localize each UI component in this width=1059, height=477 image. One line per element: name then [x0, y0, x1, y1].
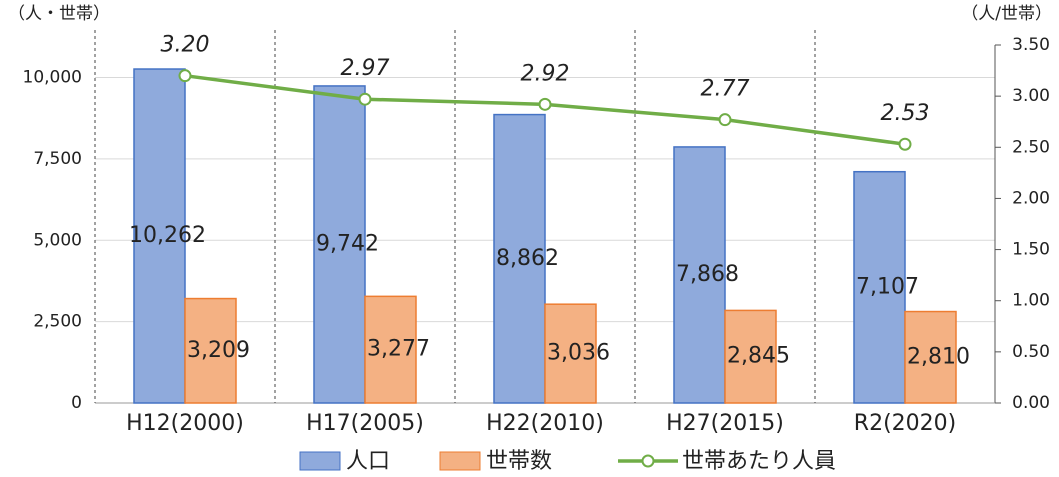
- line-value-label: 2.77: [701, 77, 750, 102]
- legend-swatch: [299, 451, 341, 471]
- bar-value-label: 3,036: [547, 341, 610, 366]
- y2-tick-label: 3.50: [1012, 35, 1050, 55]
- x-tick-label: H12(2000): [126, 411, 244, 436]
- line-marker: [718, 113, 732, 127]
- bar: [673, 146, 726, 404]
- bar-value-label: 7,868: [676, 262, 739, 287]
- bar: [724, 309, 777, 404]
- bar: [853, 170, 906, 404]
- line-value-label: 2.53: [881, 101, 930, 126]
- bar-value-label: 2,845: [727, 344, 790, 369]
- bar-value-label: 8,862: [496, 246, 559, 271]
- y-tick-label: 5,000: [33, 230, 82, 250]
- bar: [133, 68, 186, 404]
- line-marker: [178, 69, 192, 83]
- line-value-label: 3.20: [161, 33, 210, 58]
- y2-tick-label: 1.00: [1012, 291, 1050, 311]
- x-tick-label: R2(2020): [854, 411, 956, 436]
- y2-tick-label: 2.00: [1012, 188, 1050, 208]
- bar-value-label: 3,209: [187, 338, 250, 363]
- bar: [493, 113, 546, 404]
- x-tick-label: H22(2010): [486, 411, 604, 436]
- y2-tick-label: 0.00: [1012, 393, 1050, 413]
- line-marker: [898, 137, 912, 151]
- y2-tick-label: 2.50: [1012, 137, 1050, 157]
- legend-label: 人口: [346, 449, 390, 474]
- line-value-label: 2.97: [341, 56, 390, 81]
- y2-tick-label: 3.00: [1012, 86, 1050, 106]
- y2-axis-label: （人/世帯）: [961, 4, 1052, 24]
- y2-tick-label: 0.50: [1012, 342, 1050, 362]
- bar: [544, 303, 597, 404]
- legend-label: 世帯数: [486, 449, 552, 474]
- x-tick-label: H27(2015): [666, 411, 784, 436]
- x-tick-label: H17(2005): [306, 411, 424, 436]
- line-value-label: 2.92: [521, 61, 570, 86]
- legend-label: 世帯あたり人員: [682, 449, 836, 474]
- y-tick-label: 2,500: [33, 312, 82, 332]
- y-tick-label: 10,000: [23, 68, 82, 88]
- bar: [364, 295, 417, 404]
- bar-value-label: 2,810: [907, 344, 970, 369]
- line-marker: [538, 97, 552, 111]
- line-marker: [358, 92, 372, 106]
- bar: [313, 85, 366, 404]
- legend-marker: [641, 454, 655, 468]
- bar-value-label: 7,107: [856, 274, 919, 299]
- y-tick-label: 7,500: [33, 149, 82, 169]
- y-axis-label: （人・世帯）: [8, 4, 110, 24]
- bar-value-label: 9,742: [316, 231, 379, 256]
- bar: [184, 297, 237, 404]
- bar-value-label: 3,277: [367, 337, 430, 362]
- y2-tick-label: 1.50: [1012, 240, 1050, 260]
- y-tick-label: 0: [71, 393, 82, 413]
- bar: [904, 310, 957, 404]
- bar-value-label: 10,262: [129, 223, 206, 248]
- legend-swatch: [439, 451, 481, 471]
